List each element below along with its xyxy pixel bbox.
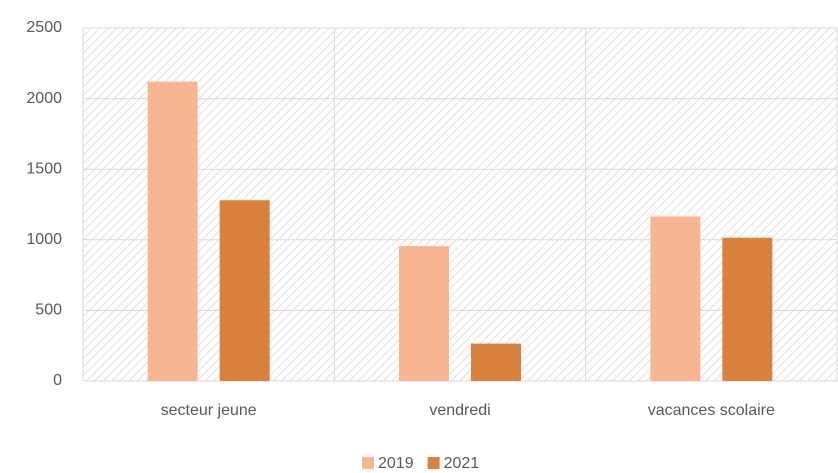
y-tick-label: 0: [53, 372, 62, 389]
legend-label: 2021: [444, 455, 480, 472]
x-tick-label: vendredi: [429, 402, 490, 419]
y-tick-label: 2500: [26, 19, 62, 36]
bar: [219, 200, 270, 381]
bar: [471, 343, 521, 381]
x-tick-label: vacances scolaire: [648, 402, 775, 419]
y-tick-label: 500: [35, 302, 62, 319]
legend-swatch: [362, 457, 374, 469]
bar: [399, 246, 449, 381]
y-tick-label: 1000: [26, 231, 62, 248]
bar: [722, 237, 773, 381]
bar: [650, 216, 701, 381]
x-tick-label: secteur jeune: [161, 402, 257, 419]
legend-swatch: [427, 457, 440, 469]
legend-label: 2019: [378, 455, 414, 472]
plot-background: [83, 28, 837, 381]
y-tick-label: 2000: [26, 90, 62, 107]
bar: [147, 81, 198, 381]
y-tick-label: 1500: [26, 160, 62, 177]
